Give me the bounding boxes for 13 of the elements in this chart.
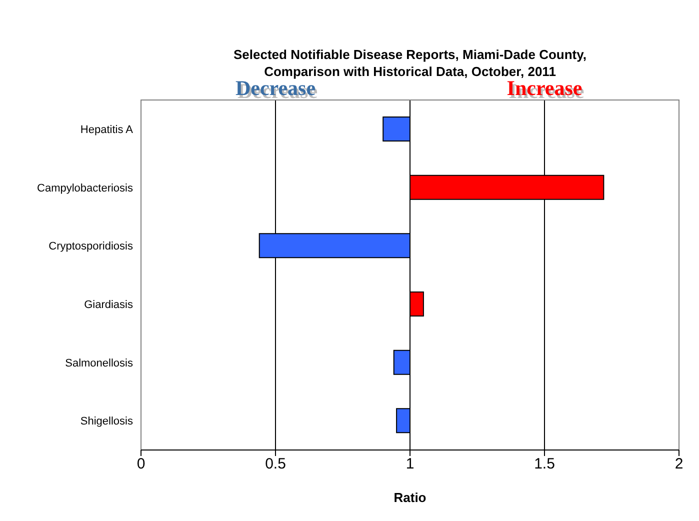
x-tick-label: 1 bbox=[406, 456, 414, 473]
y-tick-label: Giardiasis bbox=[84, 299, 134, 312]
x-axis-title: Ratio bbox=[394, 490, 426, 505]
x-tick-label: 0.5 bbox=[265, 456, 286, 473]
y-tick-label: Salmonellosis bbox=[65, 357, 134, 370]
y-tick-label: Shigellosis bbox=[80, 416, 134, 428]
x-tick-label: 2 bbox=[674, 456, 684, 473]
y-tick-label: Campylobacteriosis bbox=[37, 182, 134, 194]
chart-title: Selected Notifiable Disease Reports, Miami-Dade County, Comparison with Historical Data, October, 2011 bbox=[232, 46, 588, 80]
y-tick-label: Cryptosporidiosis bbox=[48, 240, 134, 253]
y-tick-label: Hepatitis A bbox=[80, 124, 134, 136]
x-tick-label: 0 bbox=[136, 456, 146, 473]
x-tick-label: 1.5 bbox=[534, 456, 555, 473]
